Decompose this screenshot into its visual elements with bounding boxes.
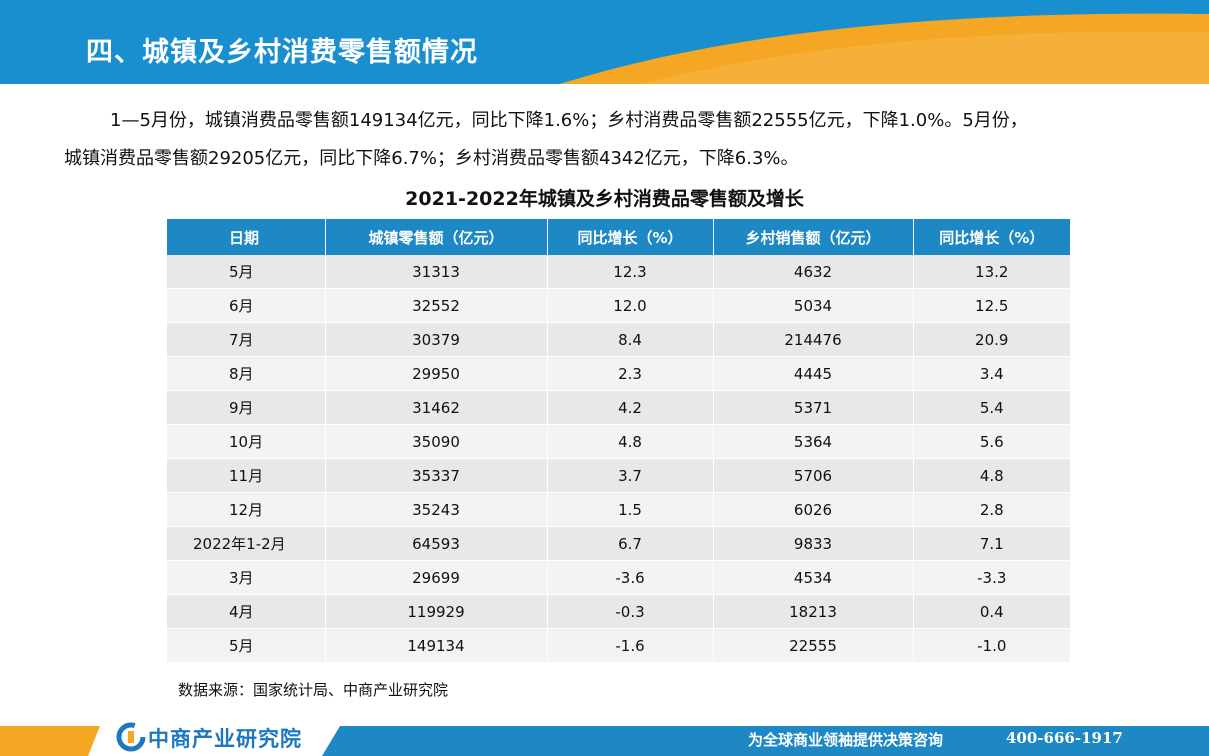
table-row: 9月 31462 4.2 5371 5.4 (167, 390, 1070, 425)
footer-bar (0, 718, 1209, 756)
header-banner-shape (0, 0, 1209, 84)
cell-urban-sales: 31462 (325, 390, 548, 425)
cell-date: 4月 (167, 594, 326, 629)
table-row: 8月 29950 2.3 4445 3.4 (167, 356, 1070, 391)
cell-urban-growth: 8.4 (547, 322, 714, 357)
cell-urban-sales: 64593 (325, 526, 548, 561)
cell-rural-sales: 9833 (713, 526, 914, 561)
cell-date: 11月 (167, 458, 326, 493)
cell-date: 5月 (167, 255, 326, 289)
cell-rural-sales: 5364 (713, 424, 914, 459)
header-banner: 四、城镇及乡村消费零售额情况 (0, 0, 1209, 84)
cell-urban-growth: 12.0 (547, 288, 714, 323)
cell-urban-growth: -0.3 (547, 594, 714, 629)
cell-date: 5月 (167, 628, 326, 663)
cell-rural-sales: 4534 (713, 560, 914, 595)
cell-date: 12月 (167, 492, 326, 527)
cell-rural-growth: -3.3 (913, 560, 1070, 595)
cell-rural-sales: 4632 (713, 255, 914, 289)
cell-date: 3月 (167, 560, 326, 595)
cell-urban-growth: 4.2 (547, 390, 714, 425)
col-header-rural-sales: 乡村销售额（亿元） (713, 219, 914, 255)
cell-rural-sales: 5371 (713, 390, 914, 425)
cell-date: 10月 (167, 424, 326, 459)
cell-date: 9月 (167, 390, 326, 425)
table-row: 6月 32552 12.0 5034 12.5 (167, 288, 1070, 323)
cell-rural-growth: 4.8 (913, 458, 1070, 493)
cell-rural-sales: 22555 (713, 628, 914, 663)
col-header-date: 日期 (167, 219, 326, 255)
cell-date: 2022年1-2月 (167, 526, 326, 561)
cell-rural-growth: 13.2 (913, 255, 1070, 289)
table-row: 5月 149134 -1.6 22555 -1.0 (167, 628, 1070, 663)
cell-rural-growth: 0.4 (913, 594, 1070, 629)
company-logo-icon (116, 722, 146, 752)
cell-date: 7月 (167, 322, 326, 357)
cell-rural-growth: 3.4 (913, 356, 1070, 391)
col-header-urban-sales: 城镇零售额（亿元） (325, 219, 548, 255)
cell-urban-sales: 31313 (325, 255, 548, 289)
cell-rural-growth: 2.8 (913, 492, 1070, 527)
footer-bar-shape (0, 718, 1209, 756)
cell-urban-sales: 35337 (325, 458, 548, 493)
table-row: 10月 35090 4.8 5364 5.6 (167, 424, 1070, 459)
table-row: 5月 31313 12.3 4632 13.2 (167, 255, 1070, 289)
cell-urban-growth: -3.6 (547, 560, 714, 595)
cell-rural-growth: 5.4 (913, 390, 1070, 425)
cell-urban-sales: 119929 (325, 594, 548, 629)
cell-urban-growth: 1.5 (547, 492, 714, 527)
page-title: 四、城镇及乡村消费零售额情况 (86, 37, 478, 68)
cell-urban-sales: 29950 (325, 356, 548, 391)
cell-urban-growth: 2.3 (547, 356, 714, 391)
cell-rural-sales: 5706 (713, 458, 914, 493)
cell-urban-growth: 3.7 (547, 458, 714, 493)
cell-rural-growth: 12.5 (913, 288, 1070, 323)
cell-rural-growth: 20.9 (913, 322, 1070, 357)
cell-urban-sales: 29699 (325, 560, 548, 595)
cell-urban-sales: 30379 (325, 322, 548, 357)
cell-rural-growth: -1.0 (913, 628, 1070, 663)
table-title: 2021-2022年城镇及乡村消费品零售额及增长 (405, 188, 804, 210)
cell-rural-sales: 4445 (713, 356, 914, 391)
cell-rural-growth: 7.1 (913, 526, 1070, 561)
cell-urban-sales: 32552 (325, 288, 548, 323)
cell-urban-growth: -1.6 (547, 628, 714, 663)
company-logo-text: 中商产业研究院 (148, 727, 302, 751)
table-header-row: 日期 城镇零售额（亿元） 同比增长（%） 乡村销售额（亿元） 同比增长（%） (167, 219, 1070, 255)
table-row: 7月 30379 8.4 214476 20.9 (167, 322, 1070, 357)
cell-rural-sales: 214476 (713, 322, 914, 357)
table-row: 4月 119929 -0.3 18213 0.4 (167, 594, 1070, 629)
cell-urban-sales: 35090 (325, 424, 548, 459)
footer-slogan: 为全球商业领袖提供决策咨询 (748, 731, 944, 749)
cell-rural-sales: 5034 (713, 288, 914, 323)
data-table: 日期 城镇零售额（亿元） 同比增长（%） 乡村销售额（亿元） 同比增长（%） 5… (167, 219, 1070, 663)
table-row: 2022年1-2月 64593 6.7 9833 7.1 (167, 526, 1070, 561)
cell-urban-growth: 4.8 (547, 424, 714, 459)
intro-text: 1—5月份，城镇消费品零售额149134亿元，同比下降1.6%；乡村消费品零售额… (64, 102, 1164, 178)
footer-phone: 400-666-1917 (1006, 729, 1123, 747)
cell-urban-growth: 12.3 (547, 255, 714, 289)
table-row: 12月 35243 1.5 6026 2.8 (167, 492, 1070, 527)
cell-urban-sales: 149134 (325, 628, 548, 663)
cell-urban-sales: 35243 (325, 492, 548, 527)
cell-rural-sales: 18213 (713, 594, 914, 629)
table-row: 3月 29699 -3.6 4534 -3.3 (167, 560, 1070, 595)
cell-date: 6月 (167, 288, 326, 323)
cell-urban-growth: 6.7 (547, 526, 714, 561)
cell-rural-growth: 5.6 (913, 424, 1070, 459)
cell-date: 8月 (167, 356, 326, 391)
table-row: 11月 35337 3.7 5706 4.8 (167, 458, 1070, 493)
col-header-urban-growth: 同比增长（%） (547, 219, 714, 255)
data-source-note: 数据来源：国家统计局、中商产业研究院 (178, 681, 449, 699)
intro-paragraph-2: 城镇消费品零售额29205亿元，同比下降6.7%；乡村消费品零售额4342亿元，… (64, 148, 799, 169)
cell-rural-sales: 6026 (713, 492, 914, 527)
col-header-rural-growth: 同比增长（%） (913, 219, 1070, 255)
intro-paragraph-1: 1—5月份，城镇消费品零售额149134亿元，同比下降1.6%；乡村消费品零售额… (110, 110, 1028, 131)
